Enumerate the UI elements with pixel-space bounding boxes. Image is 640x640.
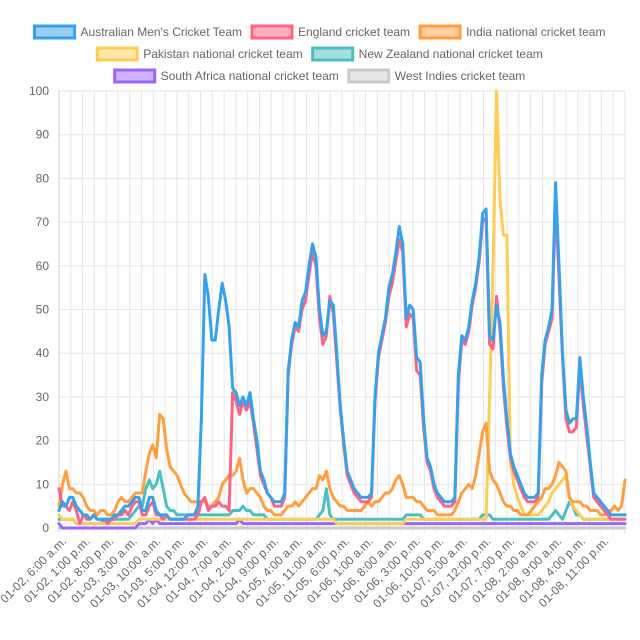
y-tick-label: 40 <box>36 346 50 360</box>
y-tick-label: 60 <box>36 259 50 273</box>
y-tick-label: 0 <box>42 521 49 535</box>
legend-item[interactable]: South Africa national cricket team <box>113 68 339 84</box>
legend-swatch <box>311 46 355 62</box>
series-line <box>57 89 627 526</box>
y-tick-label: 90 <box>36 128 50 142</box>
y-axis: 0 10 20 30 40 50 60 70 80 90 100 <box>29 84 49 535</box>
legend-swatch <box>347 68 391 84</box>
y-tick-label: 80 <box>36 171 50 185</box>
y-tick-label: 70 <box>36 215 50 229</box>
legend-swatch <box>33 24 77 40</box>
legend-label: South Africa national cricket team <box>161 69 339 83</box>
legend-label: England cricket team <box>298 25 410 39</box>
y-tick-label: 10 <box>36 477 50 491</box>
legend-item[interactable]: England cricket team <box>250 24 410 40</box>
legend-item[interactable]: West Indies cricket team <box>347 68 526 84</box>
series-line <box>57 412 627 517</box>
y-tick-label: 50 <box>36 303 50 317</box>
legend-swatch <box>113 68 157 84</box>
y-tick-label: 100 <box>29 84 49 98</box>
legend-swatch <box>250 24 294 40</box>
legend-label: West Indies cricket team <box>395 69 526 83</box>
series-line <box>57 469 627 526</box>
legend-item[interactable]: Australian Men's Cricket Team <box>33 24 242 40</box>
legend-label: Pakistan national cricket team <box>143 47 302 61</box>
chart-gridlines <box>58 90 626 533</box>
legend-label: New Zealand national cricket team <box>359 47 543 61</box>
y-tick-label: 20 <box>36 434 50 448</box>
legend-label: India national cricket team <box>466 25 605 39</box>
legend-swatch <box>418 24 462 40</box>
chart-legend: Australian Men's Cricket Team England cri… <box>33 24 605 84</box>
series-line <box>57 181 627 521</box>
legend-item[interactable]: India national cricket team <box>418 24 605 40</box>
chart-series <box>57 89 627 530</box>
legend-item[interactable]: Pakistan national cricket team <box>95 46 303 62</box>
legend-item[interactable]: New Zealand national cricket team <box>311 46 543 62</box>
legend-label: Australian Men's Cricket Team <box>81 25 242 39</box>
legend-swatch <box>95 46 139 62</box>
x-axis: 01-02, 6:00 a.m.01-02, 1:00 p.m.01-02, 8… <box>0 534 612 610</box>
y-tick-label: 30 <box>36 390 50 404</box>
